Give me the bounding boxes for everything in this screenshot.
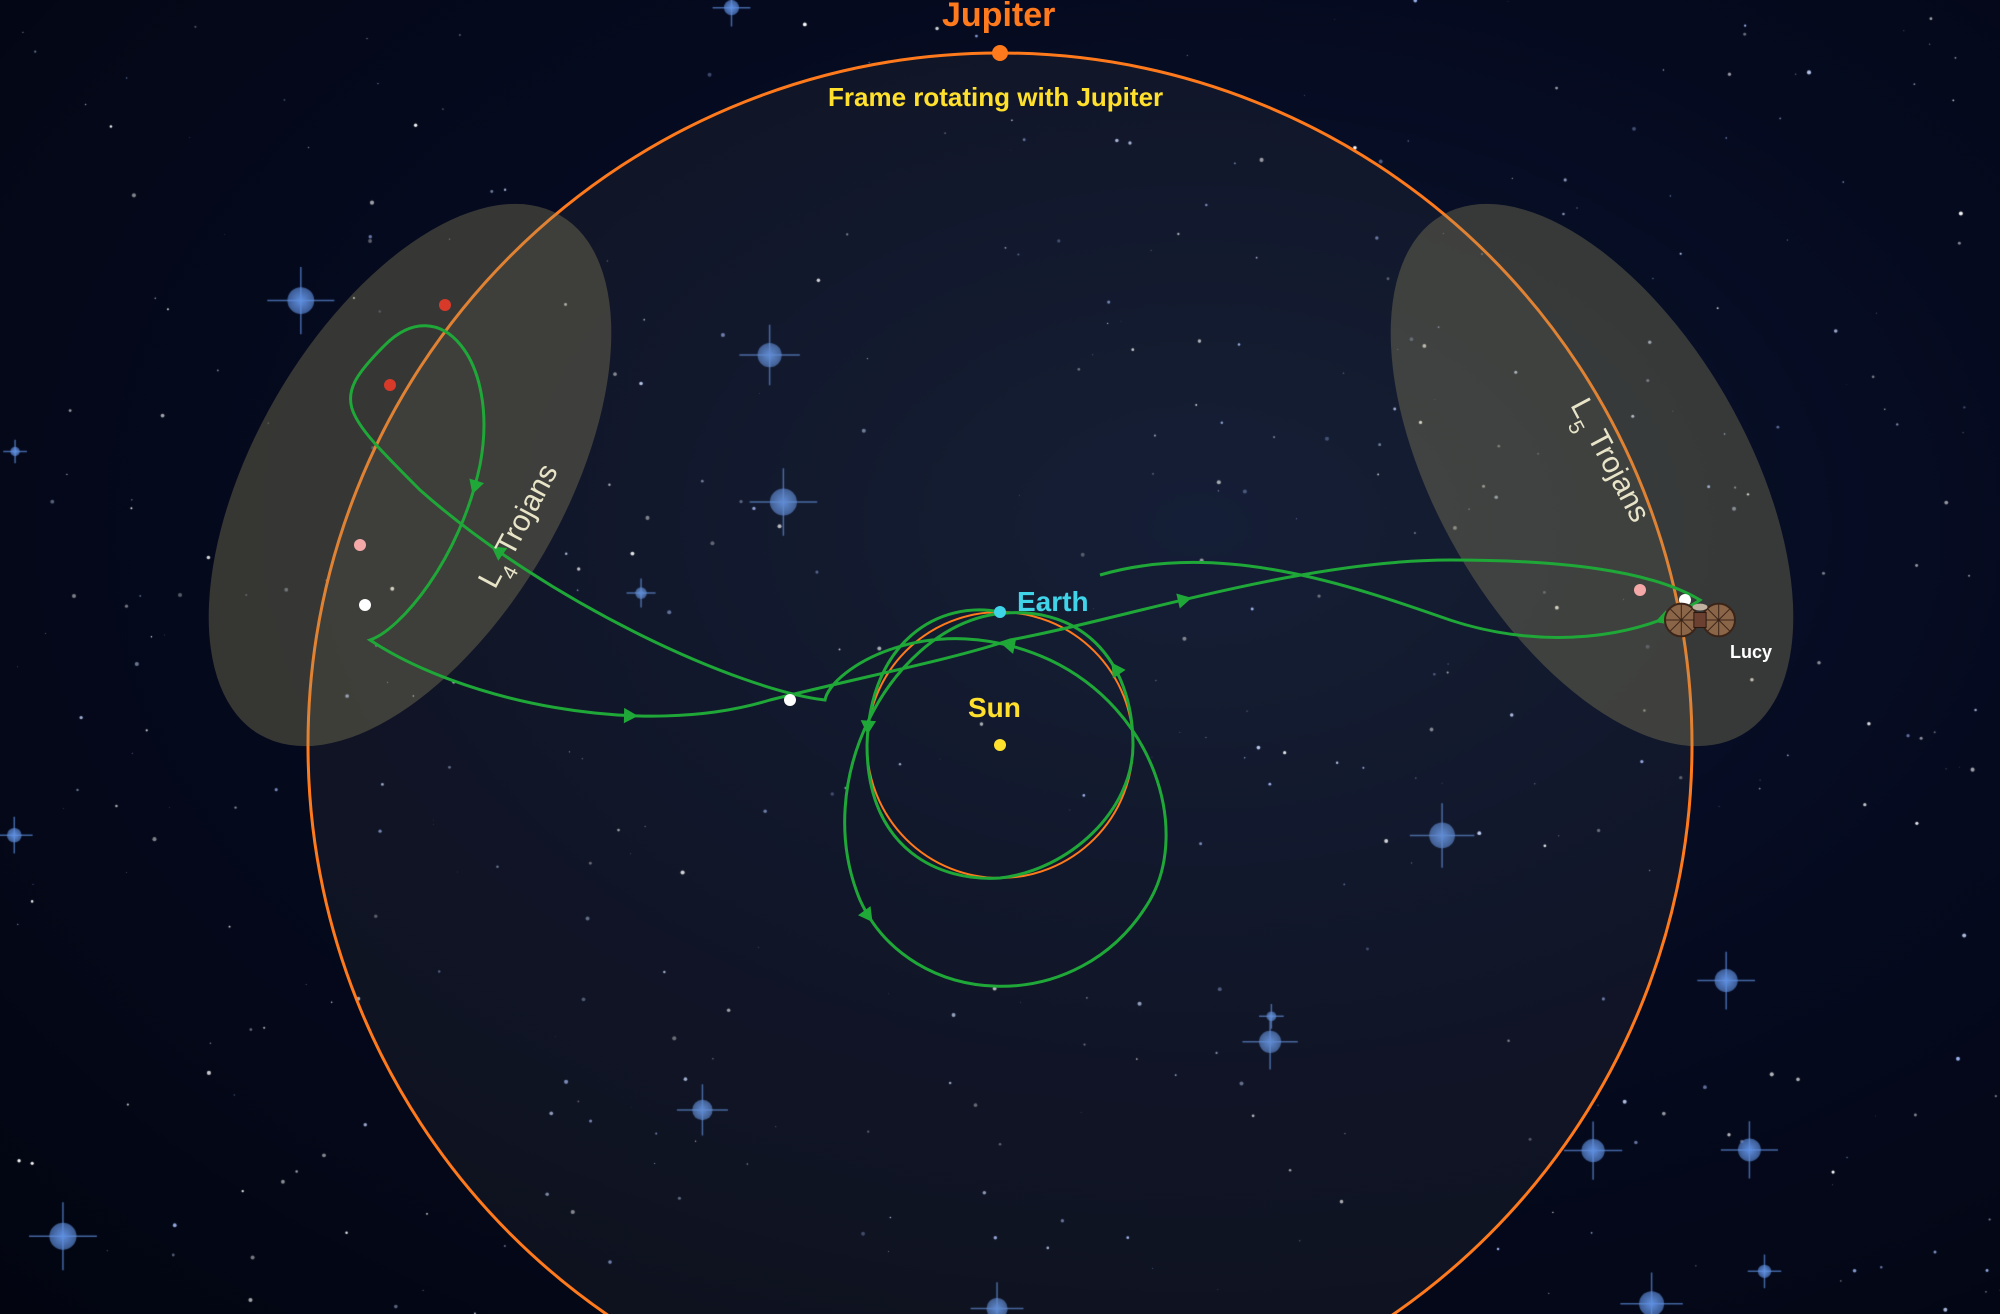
lucy-label: Lucy	[1730, 642, 1772, 663]
earth-body	[994, 606, 1006, 618]
jupiter-label: Jupiter	[942, 0, 1055, 35]
sun-label: Sun	[968, 692, 1021, 724]
orbit-diagram: L4 Trojans L5 Trojans	[0, 0, 2000, 1314]
earth-label: Earth	[1017, 586, 1089, 618]
sun-body	[994, 739, 1006, 751]
jupiter-body	[992, 45, 1008, 61]
frame-rotating-label: Frame rotating with Jupiter	[828, 82, 1163, 113]
